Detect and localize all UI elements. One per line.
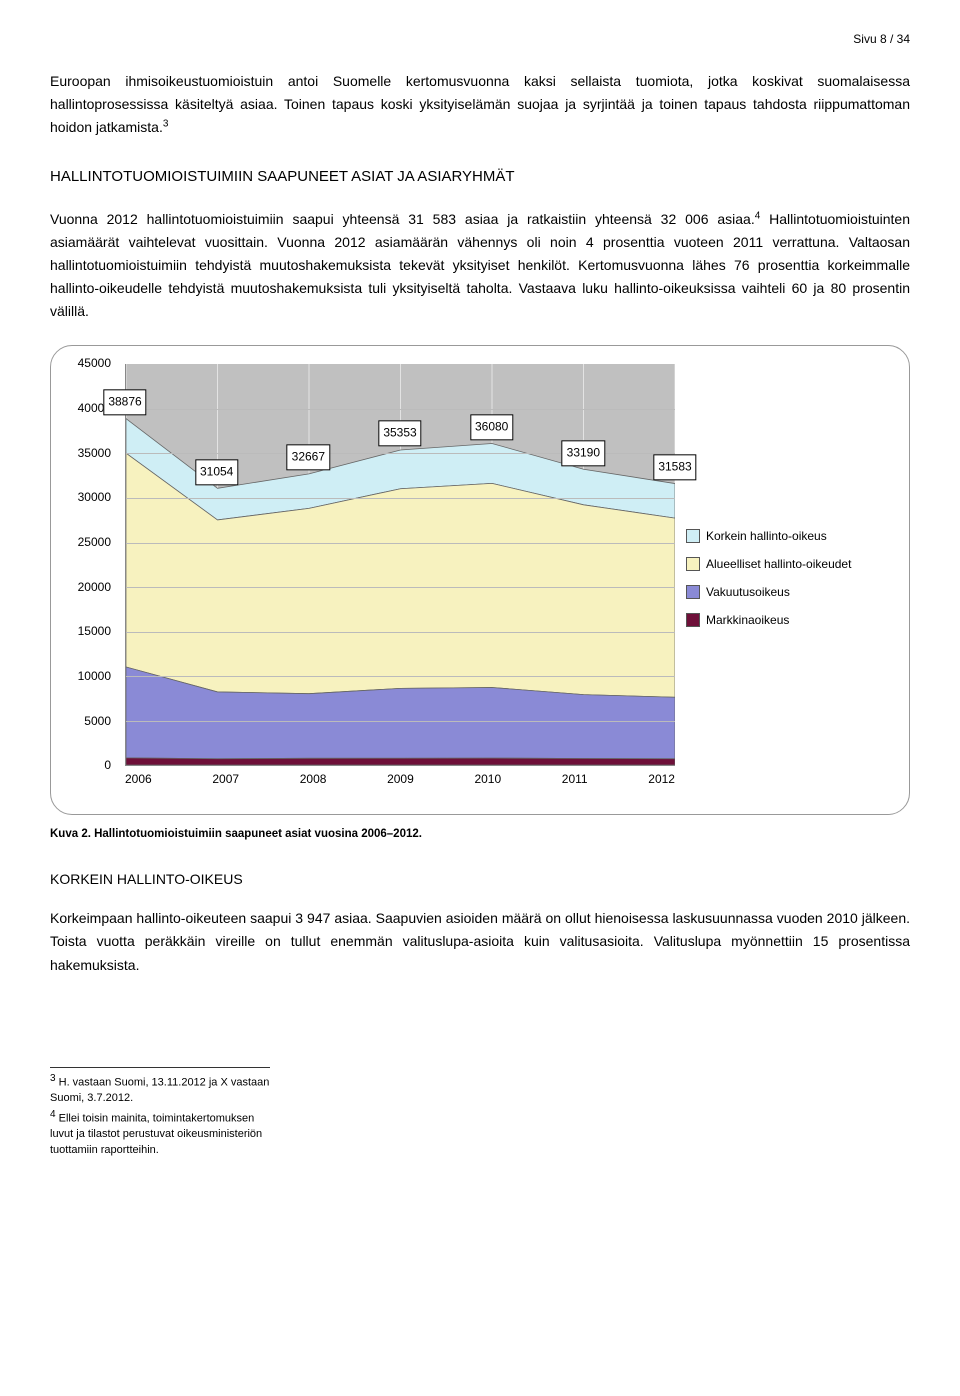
data-label: 36080 xyxy=(470,414,513,440)
x-tick-label: 2010 xyxy=(474,770,501,794)
y-tick-label: 15000 xyxy=(78,622,111,642)
y-tick-label: 25000 xyxy=(78,533,111,553)
y-tick-label: 10000 xyxy=(78,667,111,687)
paragraph-2: Vuonna 2012 hallintotuomioistuimiin saap… xyxy=(50,208,910,323)
data-label: 31583 xyxy=(653,454,696,480)
legend-item: Markkinaoikeus xyxy=(686,611,891,631)
footnotes: 3 H. vastaan Suomi, 13.11.2012 ja X vast… xyxy=(50,1067,270,1158)
paragraph-3: Korkeimpaan hallinto-oikeuteen saapui 3 … xyxy=(50,907,910,976)
chart-y-axis: 4500040000350003000025000200001500010000… xyxy=(63,364,115,766)
y-tick-label: 20000 xyxy=(78,578,111,598)
heading-asiat: HALLINTOTUOMIOISTUIMIIN SAAPUNEET ASIAT … xyxy=(50,165,910,190)
chart-legend: Korkein hallinto-oikeus Alueelliset halli… xyxy=(686,519,891,638)
x-tick-label: 2009 xyxy=(387,770,414,794)
legend-item: Vakuutusoikeus xyxy=(686,583,891,603)
data-label: 32667 xyxy=(287,445,330,471)
data-label: 38876 xyxy=(103,389,146,415)
x-tick-label: 2006 xyxy=(125,770,152,794)
data-label: 33190 xyxy=(562,440,605,466)
legend-label: Alueelliset hallinto-oikeudet xyxy=(706,555,851,575)
x-tick-label: 2008 xyxy=(300,770,327,794)
legend-label: Vakuutusoikeus xyxy=(706,583,790,603)
y-tick-label: 35000 xyxy=(78,444,111,464)
legend-item: Alueelliset hallinto-oikeudet xyxy=(686,555,891,575)
paragraph-1: Euroopan ihmisoikeustuomioistuin antoi S… xyxy=(50,70,910,139)
footnote-ref-3: 3 xyxy=(163,118,169,129)
chart-x-axis: 2006 2007 2008 2009 2010 2011 2012 xyxy=(125,770,675,794)
y-tick-label: 5000 xyxy=(84,712,111,732)
y-tick-label: 30000 xyxy=(78,488,111,508)
legend-swatch xyxy=(686,585,700,599)
legend-item: Korkein hallinto-oikeus xyxy=(686,527,891,547)
y-tick-label: 0 xyxy=(104,756,111,776)
footnote-4: 4 Ellei toisin mainita, toimintakertomuk… xyxy=(50,1108,270,1158)
legend-label: Korkein hallinto-oikeus xyxy=(706,527,827,547)
legend-swatch xyxy=(686,613,700,627)
page-number: Sivu 8 / 34 xyxy=(50,30,910,50)
legend-label: Markkinaoikeus xyxy=(706,611,789,631)
chart-container: 4500040000350003000025000200001500010000… xyxy=(50,345,910,815)
data-label: 35353 xyxy=(378,421,421,447)
x-tick-label: 2007 xyxy=(212,770,239,794)
y-tick-label: 45000 xyxy=(78,354,111,374)
legend-swatch xyxy=(686,529,700,543)
data-label: 31054 xyxy=(195,459,238,485)
x-tick-label: 2011 xyxy=(562,770,588,794)
legend-swatch xyxy=(686,557,700,571)
heading-korkein: KORKEIN HALLINTO-OIKEUS xyxy=(50,868,910,891)
chart-caption: Kuva 2. Hallintotuomioistuimiin saapunee… xyxy=(50,825,910,844)
footnote-3: 3 H. vastaan Suomi, 13.11.2012 ja X vast… xyxy=(50,1072,270,1106)
x-tick-label: 2012 xyxy=(648,770,675,794)
